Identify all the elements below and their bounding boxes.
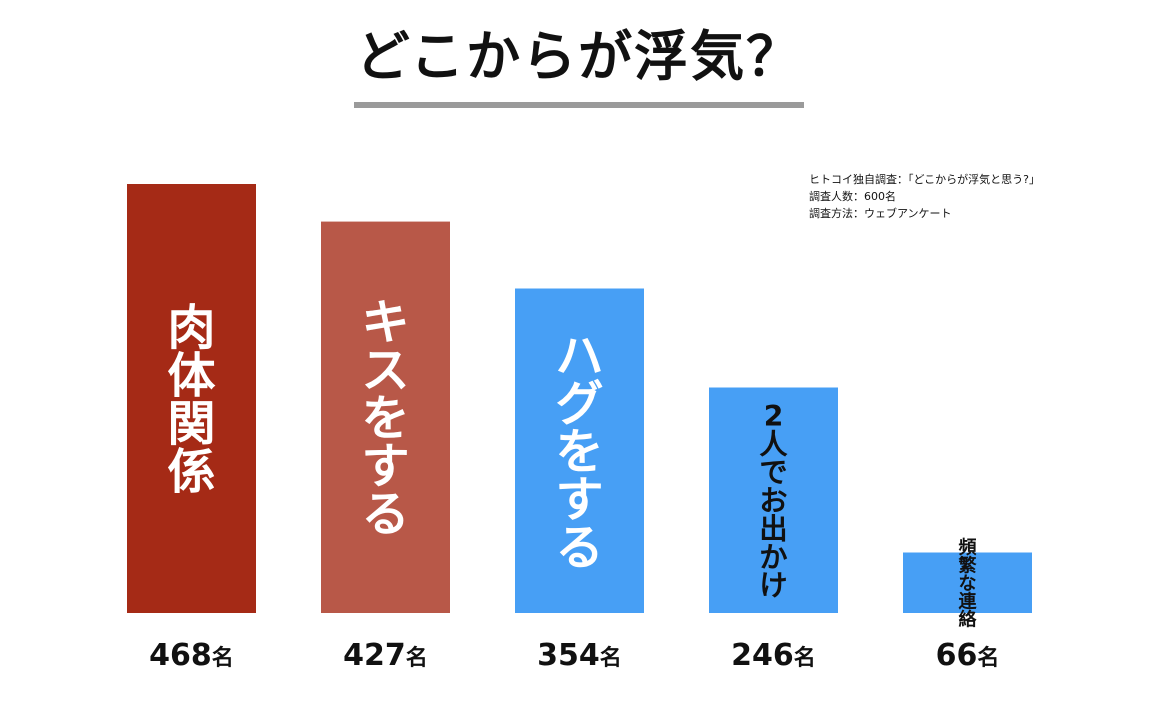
bar-2 [321,221,450,614]
value-label-1: 468名 [149,638,234,673]
value-label-2: 427名 [343,638,428,673]
chart-title: どこからが浮気？ [355,25,803,88]
value-label-3: 354名 [537,638,622,673]
bar-4 [709,387,838,613]
survey-note-line-3: 調査方法：ウェブアンケート [809,207,952,220]
survey-note: ヒトコイ独自調査：「どこからが浮気と思う?」 調査人数：600名 調査方法：ウェ… [809,171,1040,222]
bar-label-2: キスをする [361,295,409,543]
title-underline [354,102,804,108]
value-label-5: 66名 [936,638,1000,673]
bar-label-3: ハグをする [555,328,603,576]
survey-note-line-2: 調査人数：600名 [809,190,896,203]
bar-5 [903,552,1032,613]
bar-1 [127,184,256,613]
bar-label-4: 2 人でお出かけ [759,400,788,602]
bar-label-5: 頻繁な連絡 [958,536,978,630]
bar-3 [515,288,644,613]
bar-label-1: 肉体関係 [167,300,215,500]
value-label-4: 246名 [731,638,816,673]
survey-note-line-1: ヒトコイ独自調査：「どこからが浮気と思う?」 [809,173,1041,186]
